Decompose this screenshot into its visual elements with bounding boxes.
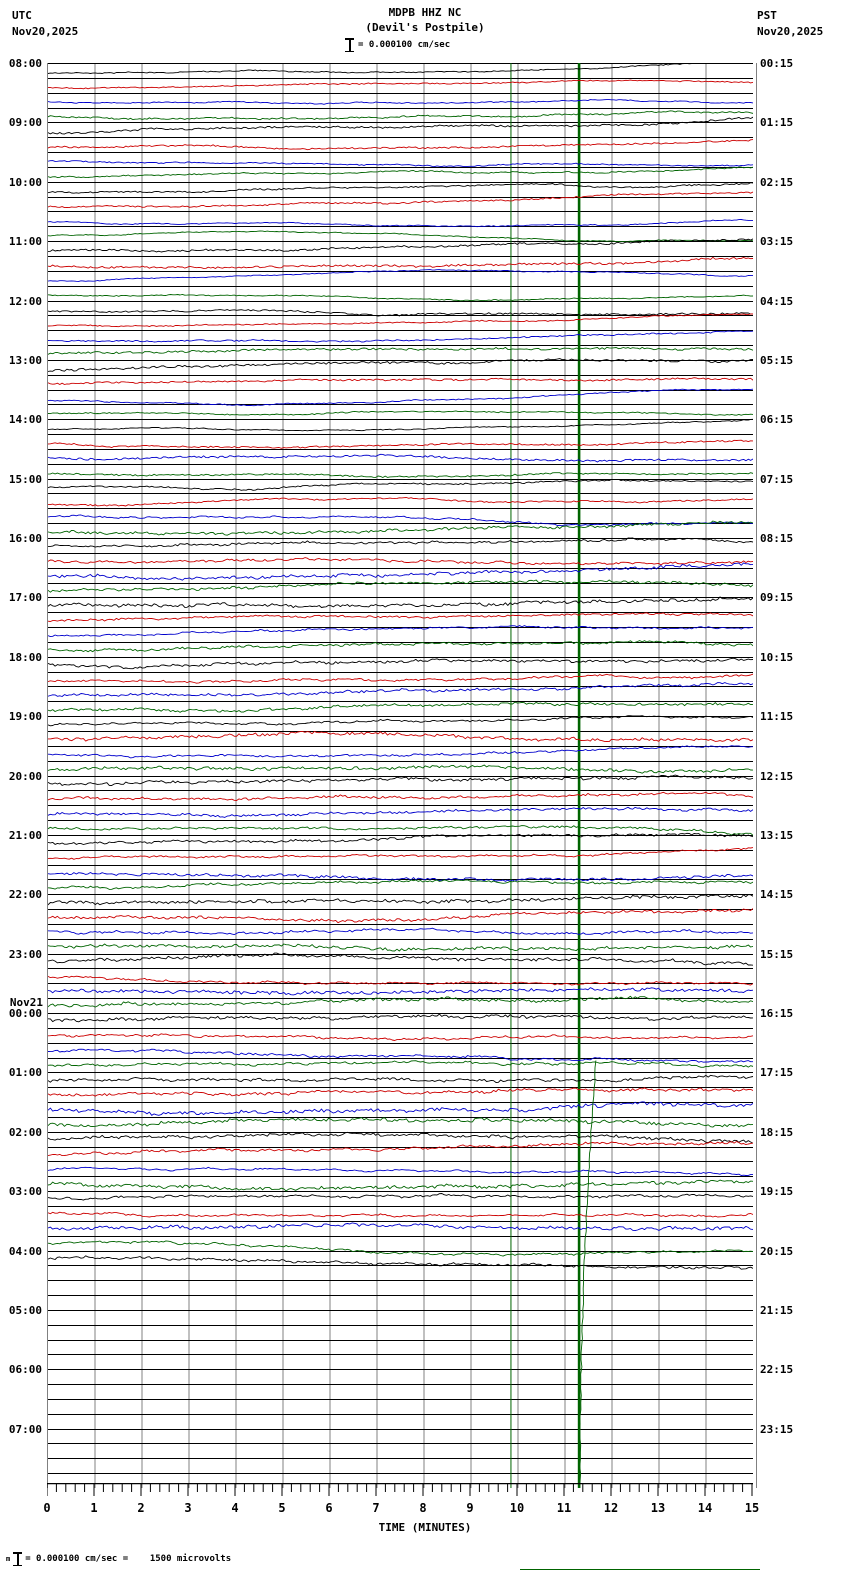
y-axis-label-utc-2000: 20:00 [8,769,42,783]
x-tick-label-4: 4 [231,1501,239,1515]
y-axis-label-pst-1015: 10:15 [760,650,794,664]
footer-scale-legend: m = 0.000100 cm/sec = 1500 microvolts [6,1552,231,1566]
header: UTC Nov20,2025 MDPB HHZ NC (Devil's Post… [0,0,850,58]
y-axis-label-pst-1415: 14:15 [760,888,794,902]
y-axis-label-pst-1515: 15:15 [760,947,794,961]
y-axis-label-pst-0615: 06:15 [760,413,794,427]
y-axis-label-pst-1115: 11:15 [760,710,794,724]
y-axis-label-pst-0815: 08:15 [760,532,794,545]
ibeam-scale-icon [345,38,354,52]
utc-zone-label: UTC [12,9,32,22]
seismic-traces [48,63,753,1488]
y-axis-label-pst-0715: 07:15 [760,472,794,486]
y-axis-label-utc-2100: 21:00 [8,828,42,842]
y-axis-label-utc-1300: 13:00 [8,353,42,367]
y-axis-label-utc-0700: 07:00 [8,1422,42,1436]
y-axis-label-pst-0915: 09:15 [760,591,794,605]
footer-scale-text: = 0.000100 cm/sec = 1500 microvolts [25,1554,232,1564]
pst-date-label: Nov20,2025 [757,25,824,38]
y-axis-label-utc-1500: 15:00 [8,472,42,486]
y-axis-label-pst-1815: 18:15 [760,1125,794,1139]
y-axis-label-pst-2315: 23:15 [760,1422,794,1436]
pst-zone-label: PST [757,9,777,22]
footer-scale-prefix: m [6,1555,11,1563]
y-axis-label-pst-0415: 04:15 [760,294,794,308]
y-axis-label-pst-2015: 20:15 [760,1244,794,1258]
y-axis-label-pst-2115: 21:15 [760,1303,794,1317]
x-axis-title: TIME (MINUTES) [378,1521,472,1534]
y-axis-label-utc-0100: 01:00 [8,1066,42,1080]
header-left-timezone-block: UTC Nov20,2025 [12,8,78,40]
y-axis-label-utc-1700: 17:00 [8,591,42,605]
footer-ibeam-scale-icon [13,1552,23,1566]
y-axis-label-utc-1200: 12:00 [8,294,42,308]
y-axis-label-pst-0015: 00:15 [760,57,794,70]
x-axis: 0 1 2 3 4 5 6 7 8 9 10 11 12 13 14 15 TIME (MINUTES) [0,1483,850,1543]
footer-marker-line [520,1569,760,1570]
x-tick-label-5: 5 [278,1501,286,1515]
utc-date-label: Nov20,2025 [12,25,79,38]
y-axis-label-pst-1315: 13:15 [760,828,794,842]
y-axis-label-pst-2215: 22:15 [760,1363,794,1377]
y-axis-label-utc-1600: 16:00 [8,532,42,545]
y-axis-label-utc-0500: 05:00 [8,1303,42,1317]
header-scale-text: = 0.000100 cm/sec [358,40,451,50]
footer: m = 0.000100 cm/sec = 1500 microvolts [0,1548,850,1584]
y-axis-label-utc-0600: 06:00 [8,1363,42,1377]
y-axis-label-pst-1215: 12:15 [760,769,794,783]
x-tick-label-15: 15 [744,1501,760,1515]
y-axis-label-pst-1915: 19:15 [760,1185,794,1199]
y-axis-label-utc-2200: 22:00 [8,888,42,902]
y-axis-label-utc-1800: 18:00 [8,650,42,664]
station-name: (Devil's Postpile) [365,21,485,34]
day-change-marker: Nov21 [9,996,43,1009]
y-axis-label-pst-1715: 17:15 [760,1066,794,1080]
x-tick-label-2: 2 [137,1501,145,1515]
y-axis-label-utc-1900: 19:00 [8,710,42,724]
station-code: MDPB HHZ NC [388,6,462,19]
x-tick-label-12: 12 [603,1501,619,1515]
y-axis-label-utc-0000: 00:00 [8,1007,42,1020]
y-axis-label-utc-2300: 23:00 [8,947,42,961]
x-tick-label-3: 3 [184,1501,192,1515]
x-tick-label-10: 10 [509,1501,525,1515]
y-axis-label-pst-0115: 01:15 [760,116,794,130]
x-axis-ticks [47,1483,753,1496]
y-axis-label-pst-0215: 02:15 [760,175,794,189]
y-axis-label-utc-0400: 04:00 [8,1244,42,1258]
y-axis-label-pst-1615: 16:15 [760,1007,794,1020]
y-axis-label-pst-0315: 03:15 [760,235,794,249]
header-right-timezone-block: PST Nov20,2025 [757,8,823,40]
x-tick-label-1: 1 [90,1501,98,1515]
x-tick-label-7: 7 [372,1501,380,1515]
y-axis-label-utc-1000: 10:00 [8,175,42,189]
x-tick-label-11: 11 [556,1501,572,1515]
y-axis-label-utc-1100: 11:00 [8,235,42,249]
x-tick-label-9: 9 [466,1501,474,1515]
x-tick-label-8: 8 [419,1501,427,1515]
y-axis-label-utc-1400: 14:00 [8,413,42,427]
x-tick-label-6: 6 [325,1501,333,1515]
y-axis-label-pst-0515: 05:15 [760,353,794,367]
seismogram-canvas[interactable] [47,63,757,1488]
header-scale-legend: = 0.000100 cm/sec [345,38,450,52]
y-axis-label-utc-0200: 02:00 [8,1125,42,1139]
y-axis-label-utc-0300: 03:00 [8,1185,42,1199]
x-tick-label-0: 0 [43,1501,51,1515]
y-axis-label-utc-0900: 09:00 [8,116,42,130]
x-tick-label-13: 13 [650,1501,666,1515]
helicorder-plot-area: 08:00 00:15 09:00 01:15 10:00 02:15 11:00 03:15… [0,58,850,1488]
x-tick-label-14: 14 [697,1501,713,1515]
y-axis-label-utc-0800: 08:00 [8,57,42,70]
header-title-block: MDPB HHZ NC (Devil's Postpile) [0,5,850,35]
